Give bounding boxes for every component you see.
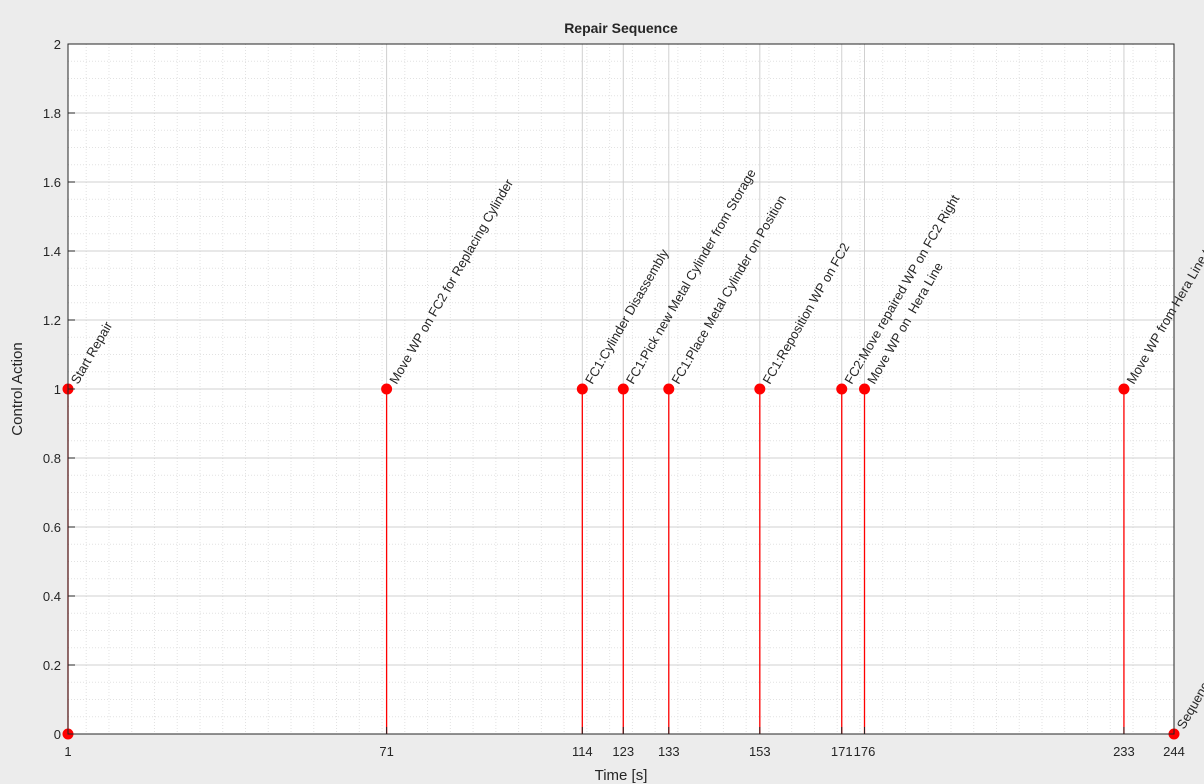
- x-tick-label: 171: [831, 744, 853, 759]
- stem-marker: [859, 383, 871, 395]
- stem-marker: [663, 383, 675, 395]
- y-tick-label: 1: [54, 382, 61, 397]
- x-tick-label: 1: [64, 744, 71, 759]
- y-tick-label: 0.8: [43, 451, 61, 466]
- x-tick-label: 244: [1163, 744, 1185, 759]
- stem-marker: [1118, 383, 1130, 395]
- y-tick-label: 2: [54, 37, 61, 52]
- stem-marker: [617, 383, 629, 395]
- y-tick-label: 1.6: [43, 175, 61, 190]
- x-tick-label: 133: [658, 744, 680, 759]
- x-tick-label: 176: [854, 744, 876, 759]
- stem-marker: [381, 383, 393, 395]
- x-tick-label: 71: [379, 744, 393, 759]
- x-tick-label: 153: [749, 744, 771, 759]
- stem-markers: [62, 383, 1180, 740]
- y-tick-label: 1.4: [43, 244, 61, 259]
- x-axis-label: Time [s]: [595, 767, 648, 784]
- x-axis-ticks: 1 71 114 123 133 153 171 176 233 244: [64, 727, 1185, 759]
- x-tick-label: 114: [572, 744, 593, 759]
- y-tick-label: 1.2: [43, 313, 61, 328]
- y-axis-ticks: 0 0.2 0.4 0.6 0.8 1 1.2 1.4 1.6 1.8 2: [43, 37, 75, 742]
- stem-marker: [754, 383, 766, 395]
- chart-title: Repair Sequence: [564, 20, 678, 36]
- y-tick-label: 0: [54, 727, 61, 742]
- y-tick-label: 0.2: [43, 658, 61, 673]
- stem-marker: [836, 383, 848, 395]
- y-tick-label: 1.8: [43, 106, 61, 121]
- x-tick-label: 123: [612, 744, 634, 759]
- y-tick-label: 0.6: [43, 520, 61, 535]
- y-axis-label: Control Action: [9, 342, 26, 435]
- x-tick-label: 233: [1113, 744, 1135, 759]
- stem-marker: [576, 383, 588, 395]
- y-tick-label: 0.4: [43, 589, 61, 604]
